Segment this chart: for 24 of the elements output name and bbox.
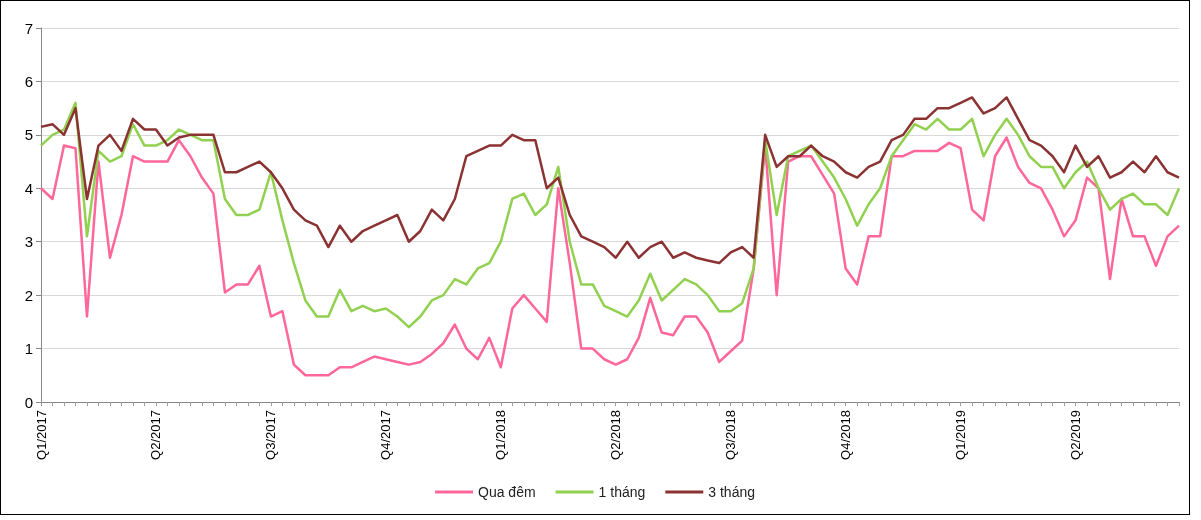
y-tick-label: 7 [24,19,33,37]
x-tick-label: Q3/2018 [723,410,739,460]
line-series [39,101,1181,329]
y-tick-label: 5 [24,126,33,144]
y-tick-label: 2 [24,286,33,304]
legend-label: 1 tháng [598,484,646,500]
y-tick-label: 6 [24,72,33,90]
line-series [39,136,1181,377]
x-tick-label: Q1/2019 [953,410,969,460]
x-tick-label: Q2/2018 [608,410,624,460]
x-tick-label: Q1/2018 [493,410,509,460]
x-tick-label: Q4/2017 [378,410,394,460]
y-tick-label: 0 [24,393,33,411]
y-tick-label: 4 [24,179,33,197]
line-series [39,96,1181,265]
legend-label: 3 tháng [708,484,756,500]
legend-label: Qua đêm [478,484,536,500]
y-tick-label: 1 [24,340,33,358]
y-tick-label: 3 [24,233,33,251]
x-tick-label: Q2/2019 [1068,410,1084,460]
x-tick-label: Q3/2017 [263,410,279,460]
x-tick-label: Q4/2018 [838,410,854,460]
x-tick-label: Q1/2017 [33,410,49,460]
x-tick-label: Q2/2017 [148,410,164,460]
